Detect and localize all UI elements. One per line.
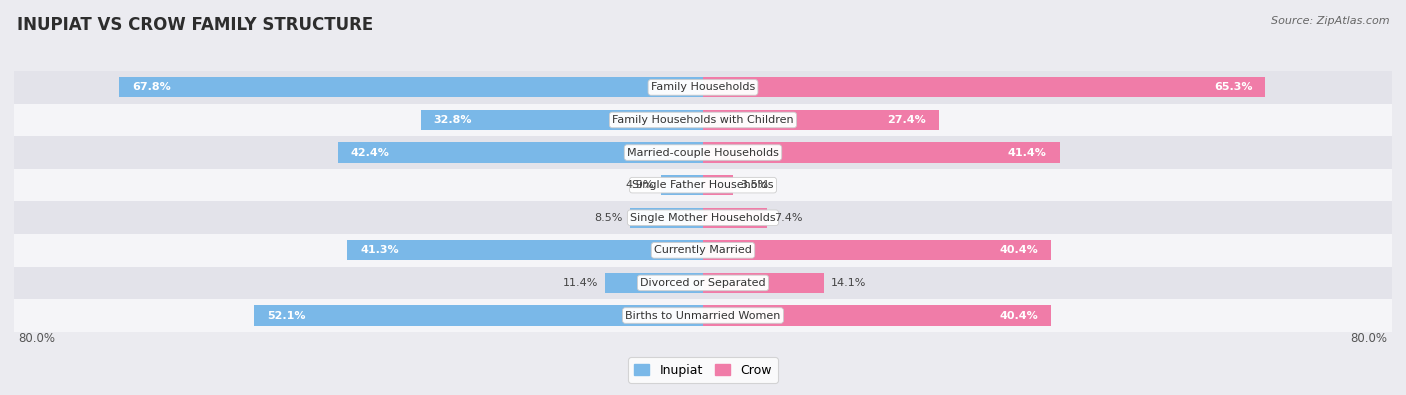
Bar <box>703 110 939 130</box>
Text: Family Households: Family Households <box>651 83 755 92</box>
Bar <box>703 143 1060 163</box>
Bar <box>14 201 1392 234</box>
Text: 65.3%: 65.3% <box>1213 83 1253 92</box>
Text: 27.4%: 27.4% <box>887 115 927 125</box>
Bar <box>14 234 1392 267</box>
Text: 41.4%: 41.4% <box>1008 148 1046 158</box>
Text: 32.8%: 32.8% <box>433 115 472 125</box>
Bar <box>337 143 703 163</box>
Bar <box>14 136 1392 169</box>
Bar <box>420 110 703 130</box>
Bar <box>14 299 1392 332</box>
Text: 8.5%: 8.5% <box>595 213 623 223</box>
Bar <box>14 169 1392 201</box>
Text: 3.5%: 3.5% <box>740 180 768 190</box>
Bar <box>661 175 703 195</box>
Text: Family Households with Children: Family Households with Children <box>612 115 794 125</box>
Text: 40.4%: 40.4% <box>1000 245 1038 255</box>
Bar <box>703 273 824 293</box>
Text: Single Mother Households: Single Mother Households <box>630 213 776 223</box>
Bar <box>703 240 1050 260</box>
Bar <box>14 267 1392 299</box>
Text: Single Father Households: Single Father Households <box>633 180 773 190</box>
Text: 7.4%: 7.4% <box>773 213 801 223</box>
Text: 41.3%: 41.3% <box>360 245 399 255</box>
Text: Divorced or Separated: Divorced or Separated <box>640 278 766 288</box>
Text: 11.4%: 11.4% <box>562 278 598 288</box>
Text: 52.1%: 52.1% <box>267 310 305 320</box>
Text: INUPIAT VS CROW FAMILY STRUCTURE: INUPIAT VS CROW FAMILY STRUCTURE <box>17 16 373 34</box>
Bar <box>120 77 703 98</box>
Bar <box>14 71 1392 103</box>
Text: 67.8%: 67.8% <box>132 83 170 92</box>
Bar <box>605 273 703 293</box>
Text: Source: ZipAtlas.com: Source: ZipAtlas.com <box>1271 16 1389 26</box>
Bar <box>703 77 1265 98</box>
Bar <box>703 175 733 195</box>
Text: 4.9%: 4.9% <box>626 180 654 190</box>
Text: 80.0%: 80.0% <box>18 333 55 346</box>
Text: 42.4%: 42.4% <box>350 148 389 158</box>
Legend: Inupiat, Crow: Inupiat, Crow <box>628 357 778 383</box>
Text: 80.0%: 80.0% <box>1351 333 1388 346</box>
Bar <box>703 305 1050 325</box>
Bar <box>347 240 703 260</box>
Text: 40.4%: 40.4% <box>1000 310 1038 320</box>
Bar <box>14 103 1392 136</box>
Text: Currently Married: Currently Married <box>654 245 752 255</box>
Bar <box>703 208 766 228</box>
Text: 14.1%: 14.1% <box>831 278 866 288</box>
Text: Births to Unmarried Women: Births to Unmarried Women <box>626 310 780 320</box>
Bar <box>630 208 703 228</box>
Text: Married-couple Households: Married-couple Households <box>627 148 779 158</box>
Bar <box>254 305 703 325</box>
